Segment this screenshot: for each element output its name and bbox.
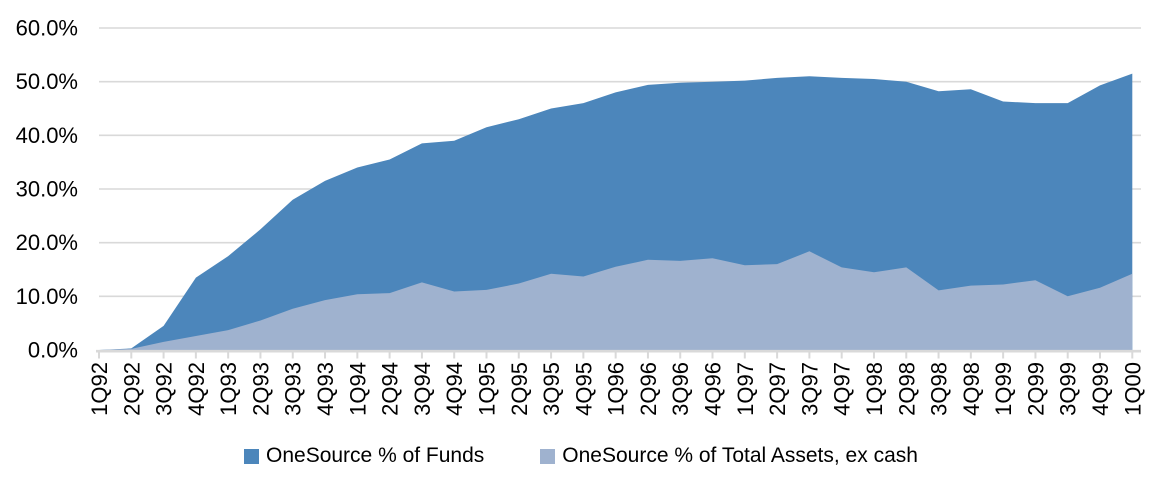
x-axis-label: 2Q94: [378, 362, 403, 416]
x-axis-label: 4Q95: [571, 362, 596, 416]
x-axis-label: 3Q94: [410, 362, 435, 416]
x-axis-label: 3Q98: [927, 362, 952, 416]
x-axis-label: 3Q92: [152, 362, 177, 416]
x-axis-label: 2Q98: [894, 362, 919, 416]
x-axis-label: 4Q93: [313, 362, 338, 416]
y-axis-label: 30.0%: [16, 177, 78, 202]
x-axis-label: 1Q92: [87, 362, 112, 416]
x-axis-label: 1Q93: [216, 362, 241, 416]
y-axis-label: 20.0%: [16, 230, 78, 255]
x-axis-label: 1Q98: [862, 362, 887, 416]
x-axis-label: 3Q99: [1056, 362, 1081, 416]
x-axis-label: 2Q92: [119, 362, 144, 416]
x-axis-label: 1Q96: [604, 362, 629, 416]
legend-item-total-assets: OneSource % of Total Assets, ex cash: [540, 444, 918, 468]
x-axis-label: 2Q95: [507, 362, 532, 416]
legend: OneSource % of Funds OneSource % of Tota…: [244, 444, 918, 468]
x-axis-label: 4Q97: [830, 362, 855, 416]
x-axis-label: 3Q97: [797, 362, 822, 416]
x-axis-label: 3Q95: [539, 362, 564, 416]
x-axis-label: 4Q98: [959, 362, 984, 416]
x-axis-label: 4Q96: [701, 362, 726, 416]
x-axis-label: 1Q97: [733, 362, 758, 416]
x-axis-label: 1Q99: [991, 362, 1016, 416]
x-axis-label: 3Q93: [281, 362, 306, 416]
x-axis-label: 4Q99: [1088, 362, 1113, 416]
legend-swatch-total-assets-icon: [540, 448, 556, 464]
x-axis-label: 2Q97: [765, 362, 790, 416]
y-axis-label: 0.0%: [28, 338, 78, 363]
x-axis-label: 2Q99: [1023, 362, 1048, 416]
y-axis-label: 10.0%: [16, 284, 78, 309]
x-axis-label: 4Q94: [442, 362, 467, 416]
legend-item-funds: OneSource % of Funds: [244, 444, 484, 468]
legend-swatch-funds-icon: [244, 448, 259, 464]
x-axis-label: 1Q95: [475, 362, 500, 416]
x-axis-label: 3Q96: [668, 362, 693, 416]
x-axis-label: 1Q94: [345, 362, 370, 416]
y-axis-label: 40.0%: [16, 123, 78, 148]
legend-label-total-assets: OneSource % of Total Assets, ex cash: [562, 444, 918, 467]
y-axis-label: 60.0%: [16, 16, 78, 41]
area-total-assets: [99, 251, 1133, 350]
x-axis-label: 2Q96: [636, 362, 661, 416]
legend-label-funds: OneSource % of Funds: [266, 444, 485, 467]
x-axis-label: 1Q00: [1120, 362, 1145, 416]
y-axis-label: 50.0%: [16, 69, 78, 94]
x-axis-label: 2Q93: [249, 362, 274, 416]
x-axis-label: 4Q92: [184, 362, 209, 416]
